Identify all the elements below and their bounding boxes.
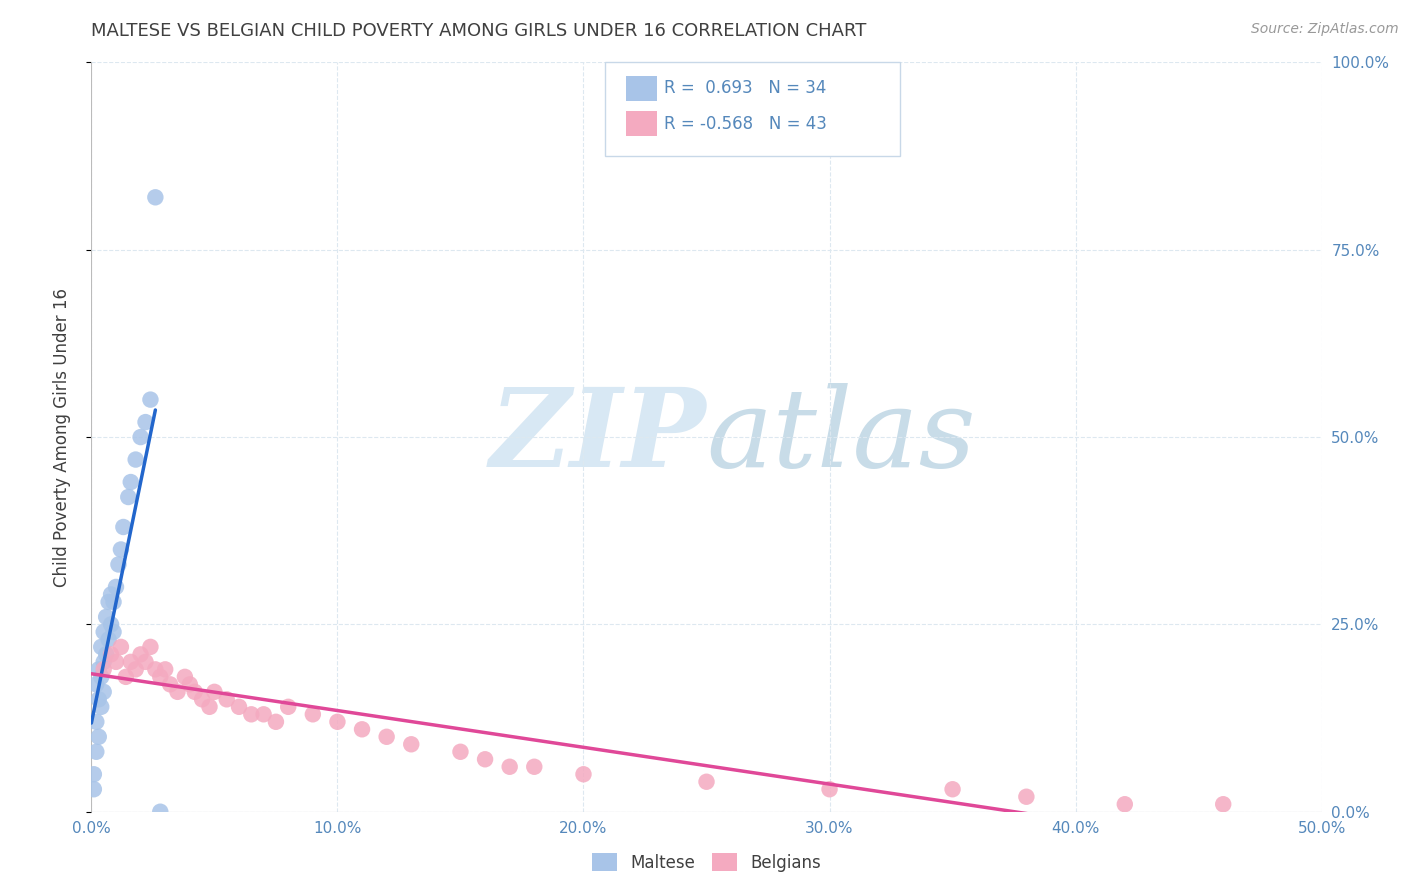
- Point: [86, 714, 108, 729]
- Point: [90, 699, 112, 714]
- Point: [375, 730, 398, 744]
- Point: [149, 805, 172, 819]
- Point: [129, 648, 152, 662]
- Point: [87, 692, 110, 706]
- Point: [149, 670, 172, 684]
- Text: atlas: atlas: [706, 384, 976, 491]
- Point: [191, 692, 214, 706]
- Point: [240, 707, 263, 722]
- Point: [818, 782, 841, 797]
- Point: [277, 699, 299, 714]
- Point: [124, 662, 146, 676]
- Point: [145, 662, 166, 676]
- Point: [100, 587, 122, 601]
- Point: [100, 648, 122, 662]
- Legend: Maltese, Belgians: Maltese, Belgians: [585, 847, 828, 879]
- Point: [83, 767, 105, 781]
- Point: [1114, 797, 1136, 812]
- Point: [228, 699, 250, 714]
- Point: [107, 558, 129, 572]
- Point: [105, 655, 127, 669]
- Text: MALTESE VS BELGIAN CHILD POVERTY AMONG GIRLS UNDER 16 CORRELATION CHART: MALTESE VS BELGIAN CHILD POVERTY AMONG G…: [91, 22, 866, 40]
- Point: [124, 452, 146, 467]
- Point: [100, 617, 122, 632]
- Point: [93, 662, 115, 676]
- Point: [110, 640, 132, 654]
- Point: [399, 737, 422, 751]
- Point: [145, 190, 166, 204]
- Text: Source: ZipAtlas.com: Source: ZipAtlas.com: [1251, 22, 1399, 37]
- Point: [474, 752, 496, 766]
- Point: [264, 714, 287, 729]
- Point: [202, 685, 225, 699]
- Point: [139, 640, 162, 654]
- Point: [326, 714, 349, 729]
- Text: ZIP: ZIP: [489, 384, 706, 491]
- Point: [198, 699, 221, 714]
- Point: [253, 707, 276, 722]
- Point: [86, 745, 108, 759]
- Point: [166, 685, 188, 699]
- Point: [129, 430, 152, 444]
- Point: [93, 655, 115, 669]
- Point: [105, 580, 127, 594]
- Point: [114, 670, 138, 684]
- Point: [449, 745, 471, 759]
- Point: [103, 595, 125, 609]
- Y-axis label: Child Poverty Among Girls Under 16: Child Poverty Among Girls Under 16: [52, 287, 70, 587]
- Point: [83, 782, 105, 797]
- Point: [139, 392, 162, 407]
- Text: R = -0.568   N = 43: R = -0.568 N = 43: [664, 115, 827, 133]
- Point: [1015, 789, 1038, 804]
- Point: [87, 662, 110, 676]
- Text: R =  0.693   N = 34: R = 0.693 N = 34: [664, 79, 825, 97]
- Point: [120, 655, 142, 669]
- Point: [135, 415, 156, 429]
- Point: [174, 670, 197, 684]
- Point: [97, 595, 120, 609]
- Point: [110, 542, 132, 557]
- Point: [215, 692, 238, 706]
- Point: [120, 475, 142, 489]
- Point: [941, 782, 963, 797]
- Point: [93, 685, 115, 699]
- Point: [87, 730, 110, 744]
- Point: [90, 640, 112, 654]
- Point: [159, 677, 181, 691]
- Point: [96, 610, 117, 624]
- Point: [93, 624, 115, 639]
- Point: [572, 767, 595, 781]
- Point: [523, 760, 546, 774]
- Point: [96, 648, 117, 662]
- Point: [301, 707, 323, 722]
- Point: [112, 520, 135, 534]
- Point: [498, 760, 520, 774]
- Point: [153, 662, 177, 676]
- Point: [90, 670, 112, 684]
- Point: [695, 774, 717, 789]
- Point: [352, 723, 374, 737]
- Point: [103, 624, 125, 639]
- Point: [1212, 797, 1234, 812]
- Point: [183, 685, 207, 699]
- Point: [135, 655, 156, 669]
- Point: [179, 677, 201, 691]
- Point: [86, 677, 108, 691]
- Point: [117, 490, 139, 504]
- Point: [97, 632, 120, 647]
